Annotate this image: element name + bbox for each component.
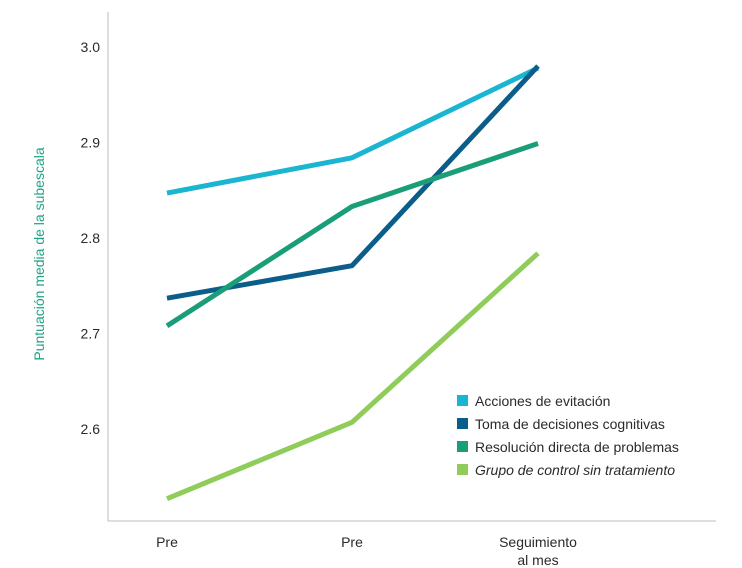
legend-label: Acciones de evitación (475, 393, 610, 409)
axes (107, 12, 716, 522)
legend-label: Resolución directa de problemas (475, 439, 679, 455)
y-axis-label: Puntuación media de la subescala (31, 147, 47, 360)
legend-swatch (457, 464, 468, 475)
y-tick-label: 2.7 (81, 326, 101, 342)
legend: Acciones de evitación Toma de decisiones … (457, 393, 679, 478)
x-tick-labels: Pre Pre Seguimiento al mes (156, 534, 577, 568)
legend-swatch (457, 441, 468, 452)
y-tick-labels: 2.6 2.7 2.8 2.9 3.0 (81, 39, 101, 437)
y-tick-label: 3.0 (81, 39, 101, 55)
series-lines (165, 64, 540, 502)
y-tick-label: 2.9 (81, 135, 101, 151)
x-tick-label: Pre (341, 534, 363, 550)
y-tick-label: 2.6 (81, 421, 101, 437)
legend-label: Grupo de control sin tratamiento (475, 462, 675, 478)
series-line (166, 65, 540, 196)
series-line (165, 141, 539, 329)
x-tick-label: Pre (156, 534, 178, 550)
legend-label: Toma de decisiones cognitivas (475, 416, 665, 432)
x-tick-label: Seguimiento al mes (499, 534, 577, 568)
legend-swatch (457, 395, 468, 406)
legend-swatch (457, 418, 468, 429)
series-line (166, 251, 540, 502)
y-tick-label: 2.8 (81, 230, 101, 246)
